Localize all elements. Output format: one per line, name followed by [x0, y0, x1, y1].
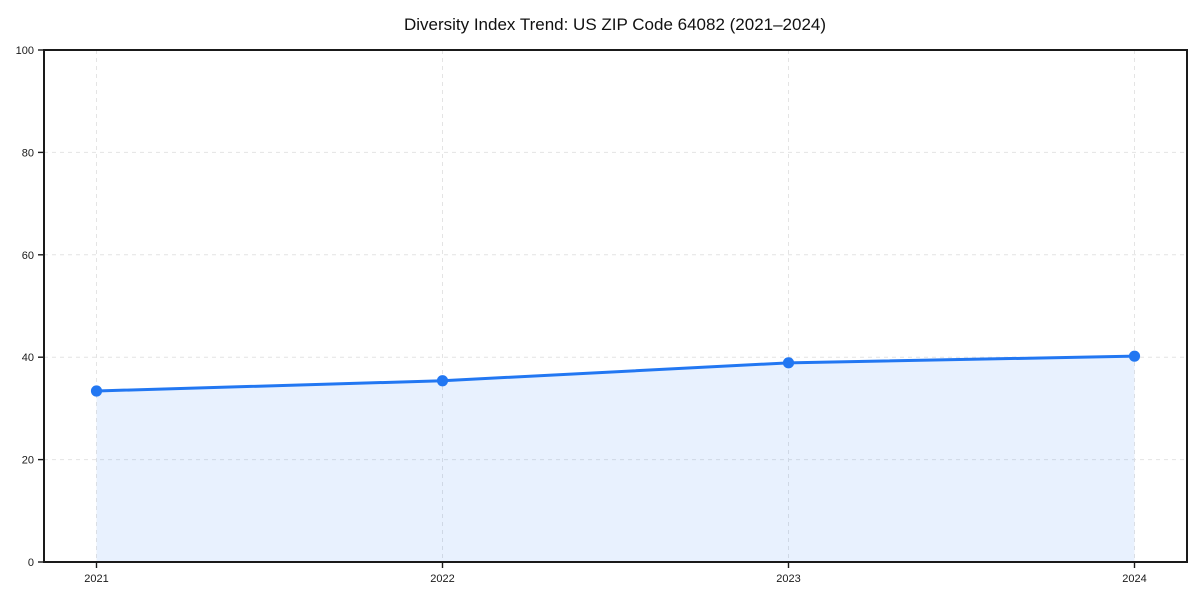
data-point-marker — [436, 375, 449, 387]
data-point-marker — [90, 385, 103, 397]
data-point-marker — [1128, 350, 1141, 362]
y-tick-label: 100 — [16, 45, 34, 57]
x-tick-labels: 2021 2022 2023 2024 — [84, 573, 1146, 585]
trend-line — [95, 354, 1136, 393]
data-points — [90, 350, 1141, 397]
gridlines — [44, 50, 1187, 562]
plot-frame — [43, 49, 1188, 563]
x-tick-label: 2023 — [776, 573, 800, 585]
y-tick-label: 60 — [22, 250, 34, 262]
trend-line-path — [95, 354, 1136, 393]
y-tick-label: 0 — [28, 557, 34, 569]
area-fill — [96, 356, 1135, 562]
axis-ticks — [38, 49, 1136, 568]
x-tick-label: 2024 — [1122, 573, 1146, 585]
plot-border — [43, 49, 1188, 563]
chart-title: Diversity Index Trend: US ZIP Code 64082… — [404, 15, 826, 34]
y-tick-label: 20 — [22, 455, 34, 467]
area-fill-shape — [96, 356, 1135, 562]
y-tick-label: 40 — [22, 352, 34, 364]
y-tick-label: 80 — [22, 147, 34, 159]
x-tick-label: 2021 — [84, 573, 108, 585]
data-point-marker — [782, 357, 795, 369]
y-tick-labels: 0 20 40 60 80 100 — [16, 45, 34, 569]
x-tick-label: 2022 — [430, 573, 454, 585]
